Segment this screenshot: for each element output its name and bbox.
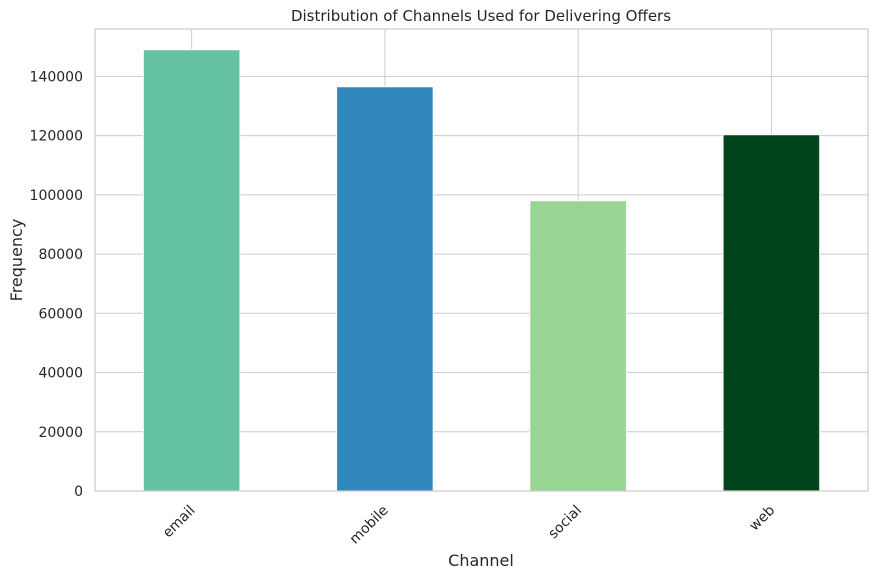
y-tick-labels: 0 20000 40000 60000 80000 100000 120000 140000 xyxy=(30,69,83,500)
x-tick-labels: email mobile social web xyxy=(160,502,778,547)
y-axis-label: Frequency xyxy=(7,219,26,302)
y-tick-label: 40000 xyxy=(38,366,83,382)
x-tick-label: mobile xyxy=(347,503,392,548)
bar-social xyxy=(529,200,627,492)
bar-email xyxy=(142,49,241,492)
y-tick-label: 20000 xyxy=(38,425,83,441)
x-axis-label: Channel xyxy=(448,551,514,570)
x-tick-label: web xyxy=(746,502,778,534)
chart-title: Distribution of Channels Used for Delive… xyxy=(291,7,671,25)
bars xyxy=(142,49,821,492)
bar-mobile xyxy=(336,86,434,492)
bar-web xyxy=(722,134,821,492)
y-tick-label: 80000 xyxy=(38,247,83,263)
plot-frame xyxy=(94,28,869,492)
y-tick-label: 60000 xyxy=(38,306,83,322)
y-tick-label: 0 xyxy=(74,484,83,500)
y-tick-label: 100000 xyxy=(30,188,83,204)
x-tick-label: social xyxy=(545,503,585,543)
y-tick-label: 140000 xyxy=(30,69,83,85)
y-tick-label: 120000 xyxy=(30,129,83,145)
x-tick-label: email xyxy=(160,503,199,542)
